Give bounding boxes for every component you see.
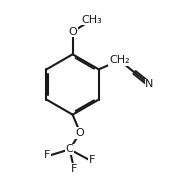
Text: O: O: [68, 27, 77, 37]
Text: CH₃: CH₃: [82, 15, 103, 25]
Text: F: F: [89, 155, 96, 165]
Text: N: N: [145, 79, 154, 90]
Text: CH₂: CH₂: [109, 55, 130, 65]
Text: C: C: [66, 144, 74, 154]
Text: O: O: [76, 128, 84, 138]
Text: F: F: [44, 150, 50, 160]
Text: F: F: [71, 164, 77, 174]
